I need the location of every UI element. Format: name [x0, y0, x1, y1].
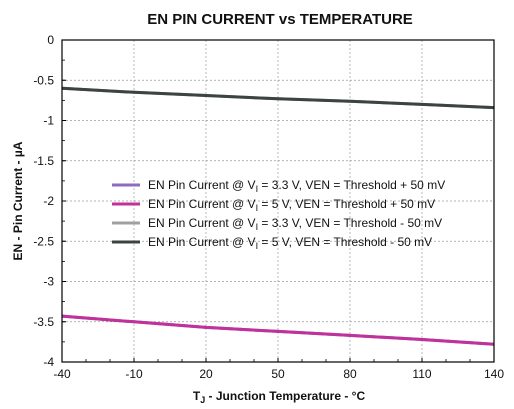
tick-labels: -40 -10 20 50 80 110 140 0 -0.5 -1 -1.5 -2 -2.5 -3 -3.… [33, 33, 504, 381]
x-axis-label-main: T [193, 389, 201, 403]
y-tick-label: -0.5 [33, 73, 54, 87]
x-tick-label: 140 [484, 367, 504, 381]
x-tick-label: 80 [343, 367, 357, 381]
y-tick-label: -1 [43, 114, 54, 128]
y-tick-label: -2 [43, 194, 54, 208]
y-tick-label: -3 [43, 275, 54, 289]
legend-label-1: EN Pin Current @ VI = 3.3 V, VEN = Thres… [148, 178, 445, 194]
series-line-2 [61, 314, 495, 346]
y-tick-label: -2.5 [33, 234, 54, 248]
x-tick-label: 110 [412, 367, 431, 381]
x-axis-label: TJ - Junction Temperature - °C [193, 389, 366, 405]
x-tick-label: 20 [199, 367, 213, 381]
series-line-4 [61, 86, 495, 110]
y-tick-label: -1.5 [33, 154, 54, 168]
x-tick-label: 50 [271, 367, 285, 381]
x-axis-label-rest: - Junction Temperature - °C [205, 389, 365, 403]
legend-label-3: EN Pin Current @ VI = 3.3 V, VEN = Thres… [148, 216, 442, 232]
x-tick-label: -40 [53, 367, 71, 381]
series-lines [61, 86, 495, 346]
x-axis-label-sub: J [200, 395, 205, 405]
x-tick-label: -10 [125, 367, 143, 381]
legend: EN Pin Current @ VI = 3.3 V, VEN = Thres… [112, 178, 445, 251]
y-tick-label: -4 [43, 355, 54, 369]
chart-title: EN PIN CURRENT vs TEMPERATURE [147, 11, 413, 28]
y-tick-label: -3.5 [33, 315, 54, 329]
legend-label-2: EN Pin Current @ VI = 5 V, VEN = Thresho… [148, 197, 435, 213]
y-axis-label: EN - Pin Current - µA [11, 141, 25, 260]
legend-label-4: EN Pin Current @ VI = 5 V, VEN = Thresho… [148, 235, 432, 251]
y-tick-label: 0 [47, 33, 54, 47]
